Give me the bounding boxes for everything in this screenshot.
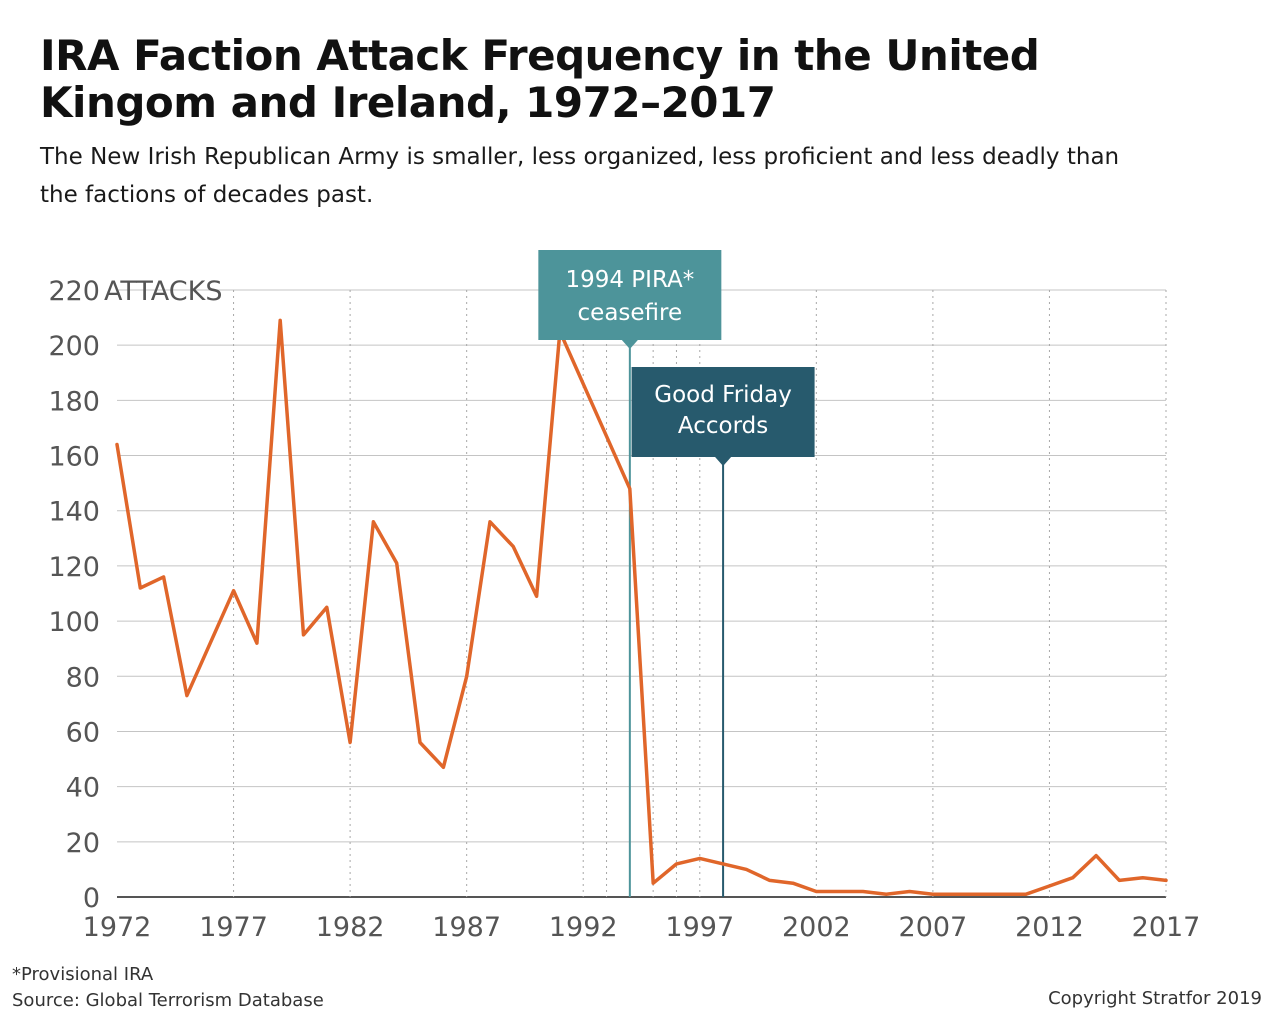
data-point — [1094, 854, 1098, 858]
data-point — [978, 892, 982, 896]
data-point — [232, 589, 236, 593]
data-point — [535, 594, 539, 598]
data-point — [185, 694, 189, 698]
data-point — [255, 641, 259, 645]
annotation-box — [631, 367, 815, 457]
data-point — [791, 881, 795, 885]
data-point — [441, 765, 445, 769]
data-point — [138, 586, 142, 590]
x-tick-label: 1977 — [199, 912, 268, 943]
annotation-label-line2: ceasefire — [578, 300, 683, 326]
data-point — [908, 889, 912, 893]
data-point — [325, 605, 329, 609]
data-point — [605, 434, 609, 438]
data-point — [465, 674, 469, 678]
y-tick-label: 160 — [48, 442, 100, 473]
annotation-box — [538, 250, 722, 340]
data-point — [371, 520, 375, 524]
data-point — [301, 633, 305, 637]
y-tick-label: 180 — [48, 386, 100, 417]
data-point — [348, 740, 352, 744]
x-tick-label: 2012 — [1015, 912, 1084, 943]
annotation-boxes: 1994 PIRA* ceasefire Good Friday Accords — [538, 250, 815, 466]
annotation-label-line1: Good Friday — [654, 382, 792, 408]
data-point — [1141, 876, 1145, 880]
data-point — [1164, 878, 1168, 882]
data-point — [115, 443, 119, 447]
chart-subtitle: The New Irish Republican Army is smaller… — [40, 144, 1120, 208]
data-point — [954, 892, 958, 896]
y-tick-label: 60 — [66, 717, 100, 748]
data-point — [814, 889, 818, 893]
y-tick-label: 80 — [66, 662, 100, 693]
chart-title: IRA Faction Attack Frequency in the Unit… — [40, 31, 1040, 127]
x-tick-label: 1982 — [316, 912, 385, 943]
data-point — [861, 889, 865, 893]
y-tick-label: 40 — [66, 773, 100, 804]
y-tick-label: 140 — [48, 497, 100, 528]
x-tick-label: 2002 — [782, 912, 851, 943]
x-tick-label: 1992 — [549, 912, 618, 943]
tick-labels: 0 20 40 60 80 100 120 140 160 180 200 220 1972 1977 19… — [48, 276, 1200, 943]
data-point — [721, 862, 725, 866]
data-point — [768, 878, 772, 882]
annotation-label-line1: 1994 PIRA* — [565, 267, 694, 293]
data-point — [511, 545, 515, 549]
y-tick-label: 120 — [48, 552, 100, 583]
source-note: Source: Global Terrorism Database — [12, 990, 324, 1011]
data-point — [838, 889, 842, 893]
data-point — [418, 740, 422, 744]
data-point — [581, 382, 585, 386]
data-point — [1117, 878, 1121, 882]
annotation-pointer — [621, 340, 638, 349]
data-point — [395, 561, 399, 565]
grid-layer — [117, 289, 1167, 898]
data-point — [1001, 892, 1005, 896]
data-point — [744, 867, 748, 871]
data-point — [698, 856, 702, 860]
annotation-lines — [628, 340, 725, 897]
data-point — [628, 487, 632, 491]
copyright: Copyright Stratfor 2019 — [1048, 988, 1262, 1009]
y-tick-label: 100 — [48, 607, 100, 638]
y-tick-label: 20 — [66, 828, 100, 859]
data-point — [651, 881, 655, 885]
x-tick-label: 2007 — [899, 912, 968, 943]
data-point — [488, 520, 492, 524]
series-line-attacks — [115, 318, 1168, 896]
data-point — [1024, 892, 1028, 896]
data-point — [162, 575, 166, 579]
data-point — [674, 862, 678, 866]
footnote: *Provisional IRA — [12, 964, 154, 985]
y-tick-label: 220 — [48, 276, 100, 307]
data-point — [1047, 884, 1051, 888]
footnote-block: *Provisional IRA Source: Global Terroris… — [12, 962, 324, 1014]
annotation-pointer — [715, 457, 732, 466]
y-axis-title: ATTACKS — [104, 276, 222, 307]
data-point — [931, 892, 935, 896]
y-tick-label: 200 — [48, 331, 100, 362]
data-point — [208, 641, 212, 645]
y-tick-label: 0 — [83, 883, 100, 914]
data-point — [278, 318, 282, 322]
x-tick-label: 1987 — [432, 912, 501, 943]
x-tick-label: 1997 — [665, 912, 734, 943]
annotation-label-line2: Accords — [678, 413, 768, 439]
data-point — [1071, 876, 1075, 880]
x-tick-label: 2017 — [1132, 912, 1201, 943]
data-point — [884, 892, 888, 896]
x-tick-label: 1972 — [83, 912, 152, 943]
